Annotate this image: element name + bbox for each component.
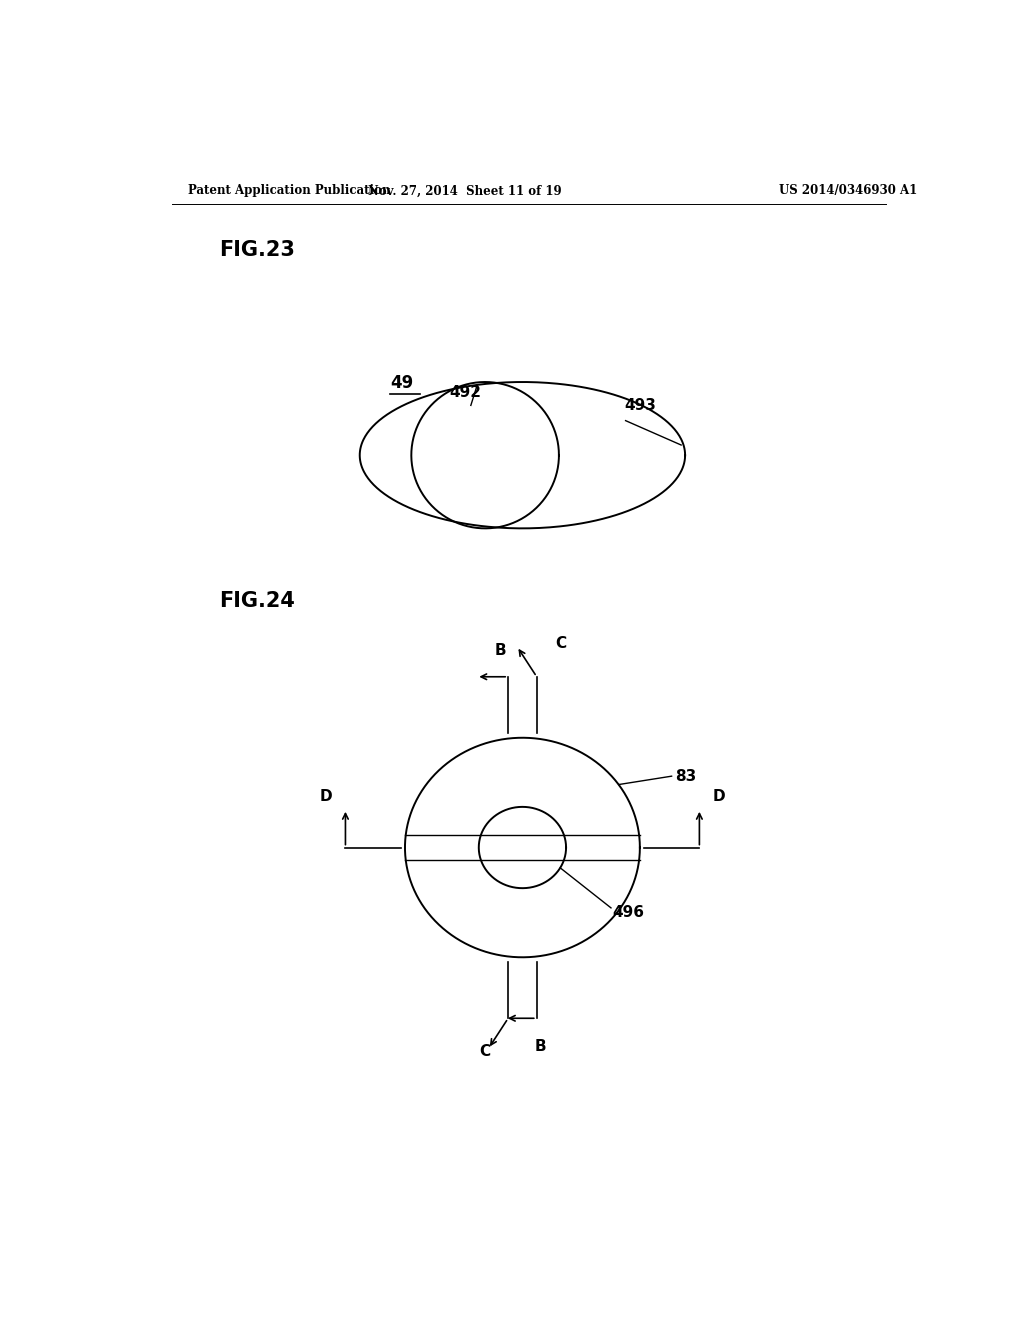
Text: C: C bbox=[479, 1044, 489, 1059]
Text: 492: 492 bbox=[450, 385, 481, 400]
Text: 49: 49 bbox=[390, 374, 413, 392]
Text: Nov. 27, 2014  Sheet 11 of 19: Nov. 27, 2014 Sheet 11 of 19 bbox=[369, 185, 562, 198]
Text: Patent Application Publication: Patent Application Publication bbox=[187, 185, 390, 198]
Text: B: B bbox=[495, 643, 506, 659]
Text: D: D bbox=[319, 789, 332, 804]
Text: US 2014/0346930 A1: US 2014/0346930 A1 bbox=[778, 185, 918, 198]
Text: C: C bbox=[555, 636, 566, 651]
Text: 496: 496 bbox=[612, 906, 644, 920]
Text: 493: 493 bbox=[624, 397, 656, 412]
Text: D: D bbox=[713, 789, 726, 804]
Text: FIG.24: FIG.24 bbox=[219, 590, 295, 611]
Text: B: B bbox=[535, 1039, 547, 1053]
Text: FIG.23: FIG.23 bbox=[219, 240, 295, 260]
Text: 83: 83 bbox=[676, 768, 697, 784]
